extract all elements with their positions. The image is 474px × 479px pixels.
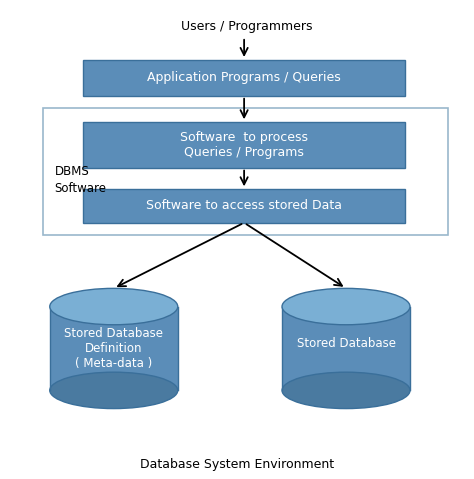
Ellipse shape bbox=[282, 372, 410, 409]
Text: Users / Programmers: Users / Programmers bbox=[181, 20, 312, 33]
Text: Stored Database
Definition
( Meta-data ): Stored Database Definition ( Meta-data ) bbox=[64, 327, 163, 370]
Bar bbox=[50, 307, 178, 390]
Text: Application Programs / Queries: Application Programs / Queries bbox=[147, 71, 341, 84]
Bar bbox=[282, 307, 410, 390]
Text: Software  to process
Queries / Programs: Software to process Queries / Programs bbox=[180, 131, 308, 159]
Text: Database System Environment: Database System Environment bbox=[140, 458, 334, 471]
Ellipse shape bbox=[50, 288, 178, 325]
FancyBboxPatch shape bbox=[83, 122, 405, 168]
FancyBboxPatch shape bbox=[83, 60, 405, 96]
FancyBboxPatch shape bbox=[83, 189, 405, 223]
Ellipse shape bbox=[50, 372, 178, 409]
Text: DBMS
Software: DBMS Software bbox=[55, 165, 107, 194]
Text: Stored Database: Stored Database bbox=[297, 337, 395, 350]
Text: Software to access stored Data: Software to access stored Data bbox=[146, 199, 342, 213]
Ellipse shape bbox=[282, 288, 410, 325]
